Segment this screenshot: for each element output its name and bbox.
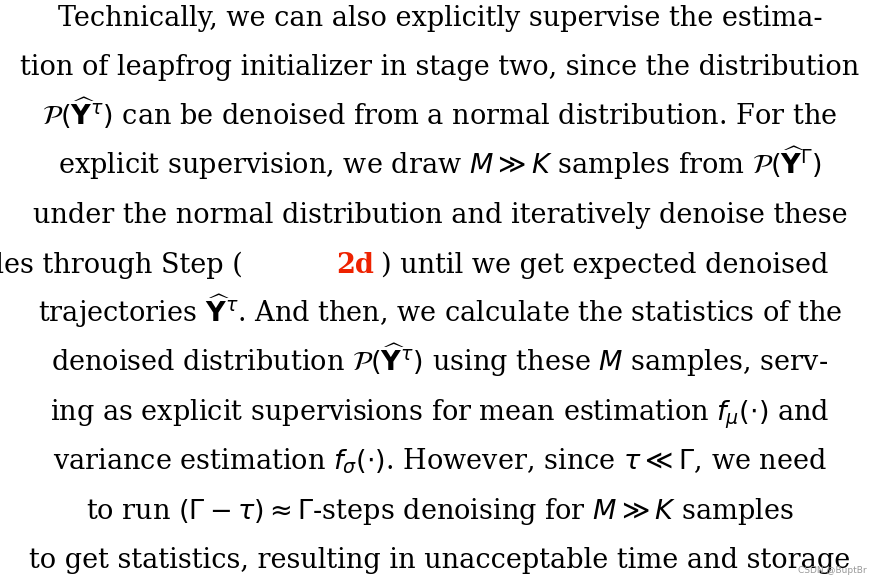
Text: ) until we get expected denoised: ) until we get expected denoised [380, 251, 828, 278]
Text: $\mathcal{P}(\widehat{\mathbf{Y}}^\tau)$ can be denoised from a normal distribut: $\mathcal{P}(\widehat{\mathbf{Y}}^\tau)$… [42, 95, 838, 130]
Text: tion of leapfrog initializer in stage two, since the distribution: tion of leapfrog initializer in stage tw… [20, 55, 860, 81]
Text: to get statistics, resulting in unacceptable time and storage: to get statistics, resulting in unaccept… [29, 548, 851, 574]
Text: samples through Step (: samples through Step ( [0, 251, 243, 278]
Text: variance estimation $f_\sigma(\cdot)$. However, since $\tau \ll \Gamma$, we need: variance estimation $f_\sigma(\cdot)$. H… [53, 447, 827, 476]
Text: under the normal distribution and iteratively denoise these: under the normal distribution and iterat… [33, 202, 847, 229]
Text: to run $(\Gamma - \tau) \approx \Gamma$-steps denoising for $M \gg K$ samples: to run $(\Gamma - \tau) \approx \Gamma$-… [86, 496, 794, 527]
Text: trajectories $\widehat{\mathbf{Y}}^\tau$. And then, we calculate the statistics : trajectories $\widehat{\mathbf{Y}}^\tau$… [38, 292, 842, 330]
Text: CSDN @BuptBr: CSDN @BuptBr [798, 566, 867, 575]
Text: ing as explicit supervisions for mean estimation $f_\mu(\cdot)$ and: ing as explicit supervisions for mean es… [50, 398, 830, 431]
Text: 2d: 2d [336, 252, 374, 278]
Text: explicit supervision, we draw $M \gg K$ samples from $\mathcal{P}(\widehat{\math: explicit supervision, we draw $M \gg K$ … [58, 144, 822, 182]
Text: denoised distribution $\mathcal{P}(\widehat{\mathbf{Y}}^\tau)$ using these $M$ s: denoised distribution $\mathcal{P}(\wide… [51, 341, 829, 379]
Text: Technically, we can also explicitly supervise the estima-: Technically, we can also explicitly supe… [58, 5, 822, 32]
